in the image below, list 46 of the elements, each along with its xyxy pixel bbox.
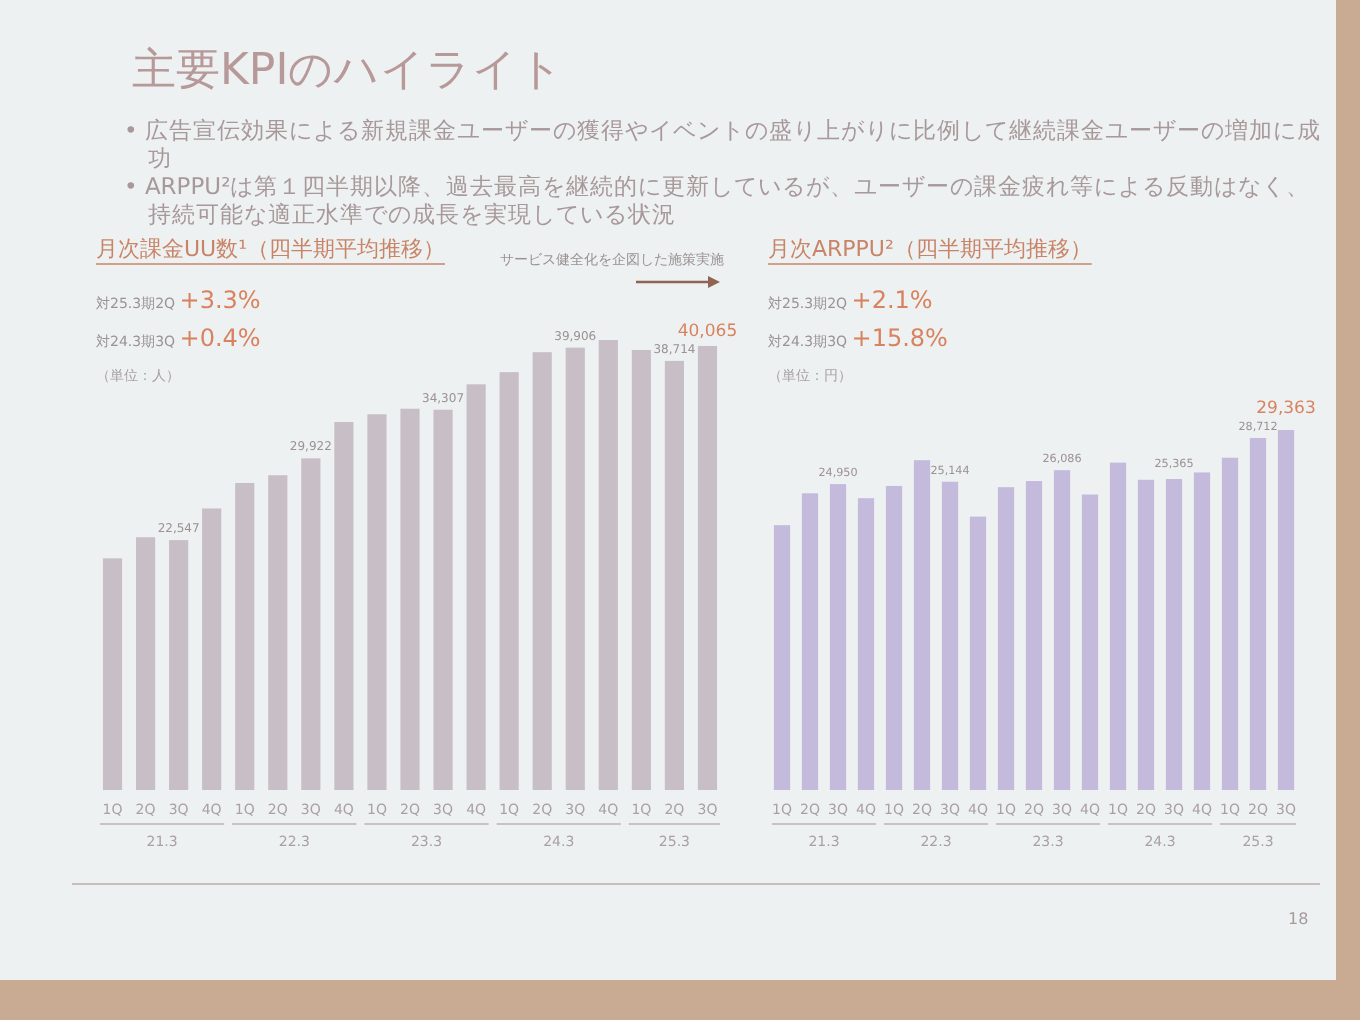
data-label: 40,065 (677, 321, 738, 342)
text: • 広告宣伝効果による新規課金ユーザーの獲得やイベントの盛り上がりに比例して継続課金ユーザーの増加に成功 (124, 116, 1321, 172)
text: 18 (1288, 910, 1309, 928)
bar (301, 458, 321, 790)
bar (941, 481, 959, 790)
bar (367, 414, 387, 790)
bar (1221, 457, 1239, 790)
bar (499, 372, 519, 790)
bar (857, 498, 875, 790)
bar (664, 360, 685, 790)
bar (1249, 437, 1267, 790)
bar (565, 347, 585, 790)
bar (1165, 479, 1183, 790)
bar (433, 409, 453, 790)
bar (801, 493, 819, 790)
bar (631, 349, 651, 790)
bar (202, 508, 222, 790)
chart-title: 月次ARPPU²（四半期平均推移） (768, 236, 1092, 262)
bar (829, 484, 847, 790)
bar (697, 345, 718, 790)
bar (532, 352, 552, 790)
chart-title: 月次課金UU数¹（四半期平均推移） (96, 236, 446, 262)
bar (1053, 470, 1071, 790)
bar (997, 487, 1015, 790)
bar (1081, 494, 1099, 790)
bar (102, 558, 123, 790)
bar (235, 482, 255, 790)
bar (466, 384, 486, 790)
bar (969, 516, 987, 790)
bar (913, 460, 931, 790)
bar (885, 485, 903, 790)
bar (1025, 481, 1043, 790)
bar (334, 422, 354, 790)
bar (598, 340, 618, 790)
text: • ARPPU²は第１四半期以降、過去最高を継続的に更新しているが、ユーザーの課金疲れ等による反動はなく、持続可能な適正水準での成長を実現している状況 (124, 172, 1311, 228)
bar (1109, 462, 1127, 790)
bar (1277, 430, 1295, 790)
data-label: 29,363 (1256, 398, 1316, 419)
bar (1137, 479, 1155, 790)
bar (1193, 472, 1211, 790)
bar (773, 525, 791, 790)
text: 主要KPIのハイライト (132, 46, 565, 96)
bar (169, 540, 189, 790)
bar (135, 537, 156, 790)
bar (268, 475, 288, 790)
bar (400, 408, 420, 790)
